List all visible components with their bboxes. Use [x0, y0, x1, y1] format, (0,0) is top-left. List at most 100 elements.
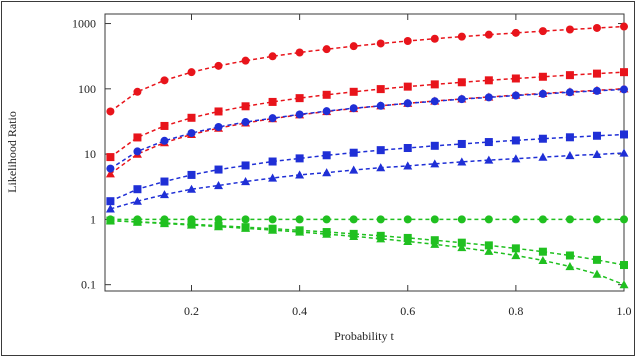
data-point	[187, 113, 196, 122]
data-point	[457, 78, 466, 87]
data-point	[214, 61, 223, 70]
data-point	[295, 48, 304, 57]
data-point	[106, 197, 115, 206]
data-point	[376, 101, 385, 110]
y-tick-label: 10	[84, 147, 96, 161]
data-point	[403, 99, 412, 108]
series-line	[110, 219, 625, 286]
data-point	[484, 241, 493, 250]
data-point	[538, 247, 547, 256]
data-point	[322, 45, 331, 54]
data-point	[160, 121, 169, 130]
data-series	[105, 148, 629, 213]
data-point	[214, 222, 224, 231]
data-series	[106, 22, 628, 116]
data-point	[376, 163, 386, 172]
data-point	[295, 110, 304, 119]
data-point	[376, 39, 385, 48]
x-tick-label: 1.0	[617, 304, 632, 318]
data-point	[511, 215, 520, 224]
x-axis: 0.2 0.4 0.6 0.8 1.0	[184, 14, 632, 318]
data-point	[241, 118, 250, 127]
data-point	[187, 68, 196, 77]
data-point	[620, 130, 628, 139]
data-point	[511, 136, 520, 145]
data-point	[106, 164, 115, 173]
data-point	[268, 173, 278, 182]
data-point	[295, 170, 305, 179]
data-point	[620, 215, 628, 224]
data-point	[106, 153, 115, 162]
data-point	[214, 107, 223, 116]
data-point	[106, 107, 115, 116]
data-point	[538, 89, 547, 98]
data-series	[106, 85, 628, 173]
data-point	[538, 72, 547, 81]
data-point	[538, 255, 548, 265]
data-point	[511, 244, 520, 253]
likelihood-ratio-chart: 0.1 1 10 100 1000 0.2 0.4 0.6 0.8 1.0 Probabilit…	[5, 13, 632, 343]
data-point	[538, 152, 548, 161]
data-point	[592, 131, 601, 140]
data-point	[160, 136, 169, 145]
y-tick-label: 1	[90, 212, 96, 226]
data-point	[484, 155, 494, 164]
chart-frame: 0.1 1 10 100 1000 0.2 0.4 0.6 0.8 1.0 Probabilit…	[1, 1, 635, 356]
data-point	[430, 97, 439, 106]
data-point	[268, 114, 277, 123]
data-point	[133, 185, 142, 194]
data-point	[160, 177, 169, 186]
data-point	[620, 22, 628, 31]
data-point	[403, 236, 413, 246]
data-point	[241, 223, 251, 232]
data-point	[160, 76, 169, 85]
data-point	[619, 280, 629, 289]
series-line	[109, 88, 625, 175]
data-point	[295, 215, 304, 224]
data-point	[295, 154, 304, 163]
x-tick-label: 0.4	[292, 304, 307, 318]
series-line	[110, 219, 625, 266]
data-point	[511, 28, 520, 37]
data-series	[105, 84, 629, 178]
data-point	[620, 261, 628, 270]
data-point	[376, 234, 386, 243]
data-point	[457, 157, 467, 166]
data-point	[403, 82, 412, 91]
data-point	[376, 85, 385, 94]
y-tick-label: 0.1	[81, 278, 96, 292]
data-point	[430, 215, 439, 224]
data-point	[538, 215, 547, 224]
data-point	[349, 231, 359, 240]
data-point	[268, 52, 277, 61]
data-point	[620, 85, 628, 94]
x-axis-title: Probability t	[334, 329, 394, 343]
data-point	[592, 215, 601, 224]
data-series	[106, 130, 628, 206]
data-point	[484, 246, 494, 255]
data-point	[349, 148, 358, 157]
data-point	[105, 216, 115, 225]
series-layer	[105, 22, 629, 289]
data-point	[376, 215, 385, 224]
data-point	[511, 154, 521, 163]
data-point	[159, 190, 169, 199]
data-point	[457, 139, 466, 148]
data-point	[322, 90, 331, 99]
data-point	[430, 141, 439, 150]
data-point	[403, 215, 412, 224]
data-point	[538, 27, 547, 36]
series-line	[109, 25, 625, 113]
series-line	[109, 88, 625, 170]
data-point	[133, 147, 142, 156]
data-point	[322, 107, 331, 116]
data-point	[349, 215, 358, 224]
x-tick-label: 0.2	[184, 304, 199, 318]
data-point	[241, 215, 250, 224]
data-point	[322, 229, 332, 238]
y-tick-label: 1000	[72, 17, 96, 31]
data-point	[484, 30, 493, 39]
data-point	[484, 93, 493, 102]
data-point	[295, 94, 304, 103]
data-series	[106, 68, 628, 162]
